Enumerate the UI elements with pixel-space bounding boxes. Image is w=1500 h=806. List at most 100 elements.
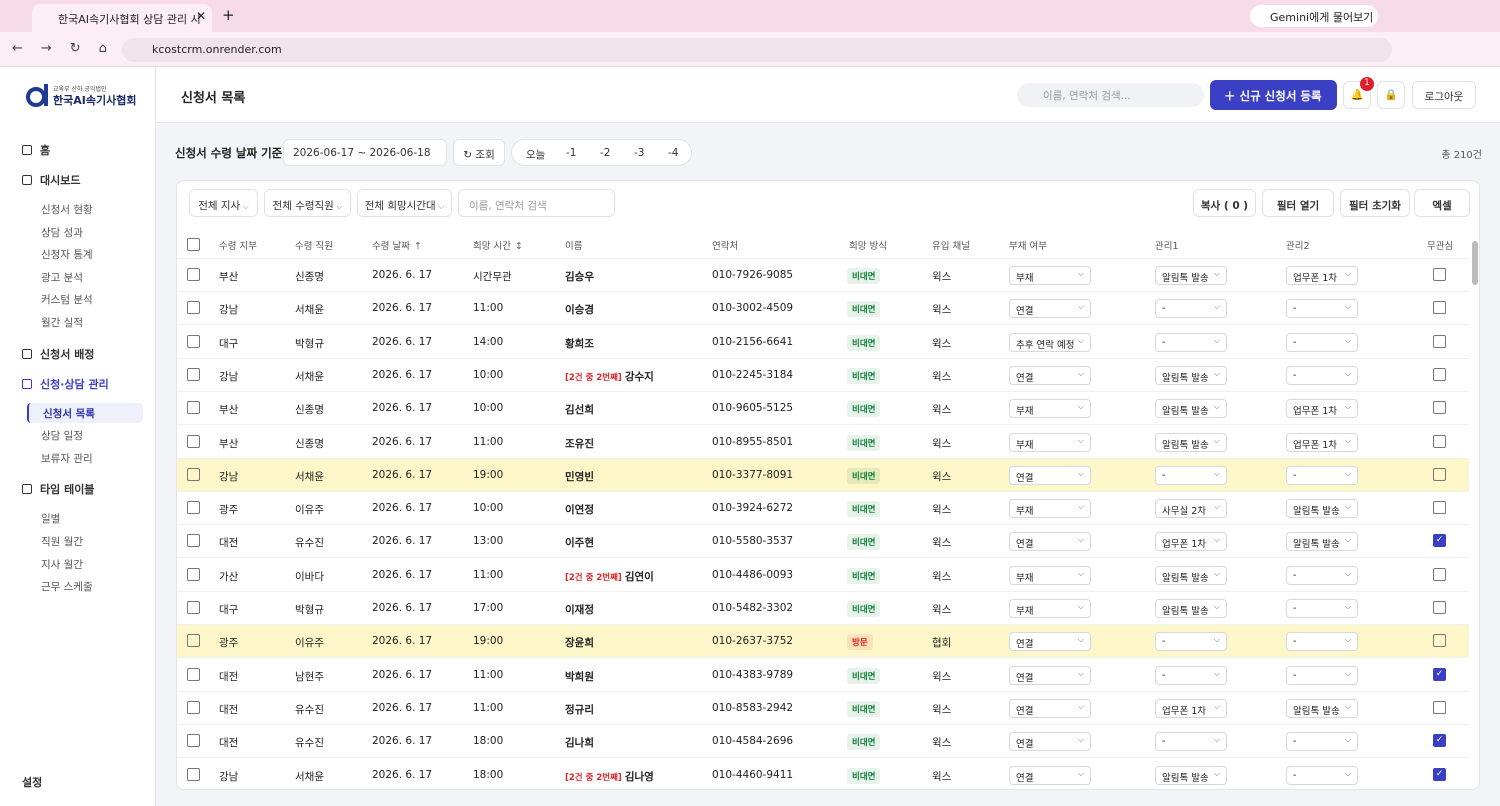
select-all[interactable] [187, 238, 200, 251]
select-m1[interactable]: 알림톡 발송 ⌵ [1155, 399, 1227, 419]
select-m1[interactable]: - ⌵ [1155, 465, 1227, 485]
select-absent[interactable]: 연결 ⌵ [1009, 532, 1091, 552]
no-interest-checkbox[interactable] [1433, 367, 1446, 381]
no-interest-checkbox[interactable] [1433, 268, 1446, 281]
select-m2[interactable]: - ⌵ [1286, 732, 1358, 752]
select-absent[interactable]: 연결 ⌵ [1009, 465, 1091, 485]
no-interest-checkbox[interactable] [1433, 301, 1446, 315]
select-absent[interactable]: 연결 ⌵ [1009, 365, 1091, 385]
select-m2[interactable]: - ⌵ [1286, 299, 1358, 319]
nav-item[interactable]: 일별 [41, 513, 61, 526]
nav-item[interactable]: 근무 스케줄 [41, 581, 93, 594]
row-select[interactable] [187, 767, 200, 781]
nav-section[interactable]: 대시보드 [22, 172, 80, 188]
row-select[interactable] [187, 734, 200, 748]
nav-settings[interactable]: 설정 [22, 774, 42, 790]
select-m1[interactable]: 알림톡 발송 ⌵ [1155, 599, 1227, 618]
select-m1[interactable]: 알림톡 발송 ⌵ [1155, 765, 1227, 785]
select-absent[interactable]: 부재 ⌵ [1009, 599, 1091, 618]
scroll-thumb[interactable] [1472, 241, 1478, 285]
select-absent[interactable]: 부재 ⌵ [1009, 399, 1091, 419]
no-interest-checkbox[interactable] [1433, 567, 1446, 581]
select-absent[interactable]: 부재 ⌵ [1009, 499, 1091, 519]
select-absent[interactable]: 연결 ⌵ [1009, 665, 1091, 685]
column-header[interactable]: 연락처 [712, 238, 738, 252]
no-interest-checkbox[interactable] [1433, 700, 1446, 714]
row-select[interactable] [187, 434, 200, 448]
select-m1[interactable]: - ⌵ [1155, 665, 1227, 685]
nav-item[interactable]: 상담 성과 [41, 226, 83, 239]
column-header[interactable]: 희망 방식 [849, 238, 887, 252]
no-interest-checkbox[interactable] [1433, 434, 1446, 448]
select-m1[interactable]: - ⌵ [1155, 332, 1227, 352]
select-m2[interactable]: - ⌵ [1286, 365, 1358, 385]
select-absent[interactable]: 연결 ⌵ [1009, 698, 1091, 718]
column-header[interactable]: 유입 채널 [932, 238, 970, 252]
no-interest-checkbox[interactable]: ✓ [1433, 534, 1446, 548]
nav-item[interactable]: 신청자 통계 [41, 249, 93, 262]
quick-option[interactable]: -4 [668, 147, 679, 159]
select-m2[interactable]: 알림톡 발송 ⌵ [1286, 499, 1358, 519]
column-header[interactable]: 무관심 [1427, 238, 1453, 252]
column-header[interactable]: 수령 직원 [295, 238, 333, 252]
nav-item[interactable]: 월간 실적 [41, 317, 83, 329]
no-interest-checkbox[interactable] [1433, 467, 1446, 481]
select-absent[interactable]: 연결 ⌵ [1009, 632, 1091, 652]
column-header[interactable]: 수령 지부 [219, 238, 257, 252]
toolbar-button[interactable]: 엑셀 [1414, 189, 1470, 217]
select-absent[interactable]: 부재 ⌵ [1009, 432, 1091, 452]
select-absent[interactable]: 연결 ⌵ [1009, 765, 1091, 785]
row-select[interactable] [187, 634, 200, 648]
toolbar-button[interactable]: 복사 ( 0 ) [1193, 189, 1256, 217]
nav-item[interactable]: 신청서 목록 [27, 402, 143, 423]
nav-section[interactable]: 타임 테이블 [22, 481, 94, 497]
toolbar-button[interactable]: 필터 초기화 [1340, 189, 1410, 217]
column-header[interactable]: 관리2 [1286, 238, 1310, 252]
row-select[interactable] [187, 334, 200, 348]
row-select[interactable] [187, 268, 200, 281]
select-m2[interactable]: 업무폰 1차 ⌵ [1286, 432, 1358, 452]
select-m2[interactable]: 업무폰 1차 ⌵ [1286, 399, 1358, 419]
row-select[interactable] [187, 567, 200, 581]
no-interest-checkbox[interactable]: ✓ [1433, 767, 1446, 781]
header-search[interactable]: 이름, 연락처 검색... [1017, 83, 1204, 107]
select-m2[interactable]: - ⌵ [1286, 565, 1358, 585]
select-absent[interactable]: 연결 ⌵ [1009, 299, 1091, 319]
quick-option[interactable]: -1 [566, 147, 577, 159]
row-select[interactable] [187, 700, 200, 714]
select-m2[interactable]: - ⌵ [1286, 632, 1358, 652]
select-m1[interactable]: 알림톡 발송 ⌵ [1155, 432, 1227, 452]
filter-select[interactable]: 전체 수령직원 ⌵ [264, 189, 351, 217]
new-application-button[interactable]: ＋ 신규 신청서 등록 [1210, 80, 1337, 110]
column-header[interactable]: 관리1 [1155, 238, 1179, 252]
nav-section[interactable]: 신청서 배정 [22, 346, 94, 362]
browser-tab[interactable]: 한국AI속기사협회 상담 관리 시 [32, 4, 212, 32]
row-select[interactable] [187, 601, 200, 614]
select-m2[interactable]: 알림톡 발송 ⌵ [1286, 532, 1358, 552]
select-m1[interactable]: - ⌵ [1155, 632, 1227, 652]
select-m2[interactable]: 업무폰 1차 ⌵ [1286, 266, 1358, 285]
select-m1[interactable]: 업무폰 1차 ⌵ [1155, 698, 1227, 718]
select-m2[interactable]: - ⌵ [1286, 765, 1358, 785]
select-m2[interactable]: - ⌵ [1286, 665, 1358, 685]
select-m2[interactable]: - ⌵ [1286, 599, 1358, 618]
nav-item[interactable]: 신청서 현황 [41, 204, 93, 216]
select-m2[interactable]: 알림톡 발송 ⌵ [1286, 698, 1358, 718]
no-interest-checkbox[interactable] [1433, 401, 1446, 415]
new-tab[interactable]: + [222, 6, 235, 24]
row-select[interactable] [187, 667, 200, 681]
select-m2[interactable]: - ⌵ [1286, 332, 1358, 352]
filter-select[interactable]: 전체 희망시간대 ⌵ [357, 189, 452, 217]
url-field[interactable]: kcostcrm.onrender.com [122, 38, 1392, 62]
row-select[interactable] [187, 401, 200, 415]
quick-option[interactable]: 오늘 [526, 149, 546, 161]
no-interest-checkbox[interactable] [1433, 634, 1446, 648]
quick-option[interactable]: -3 [634, 147, 645, 159]
row-select[interactable] [187, 301, 200, 315]
select-absent[interactable]: 부재 ⌵ [1009, 565, 1091, 585]
nav-section[interactable]: 신청·상담 관리 [22, 376, 109, 392]
select-m1[interactable]: 알림톡 발송 ⌵ [1155, 266, 1227, 285]
nav-item[interactable]: 상담 일정 [41, 430, 83, 443]
logout-button[interactable]: 로그아웃 [1412, 81, 1476, 109]
select-absent[interactable]: 연결 ⌵ [1009, 732, 1091, 752]
